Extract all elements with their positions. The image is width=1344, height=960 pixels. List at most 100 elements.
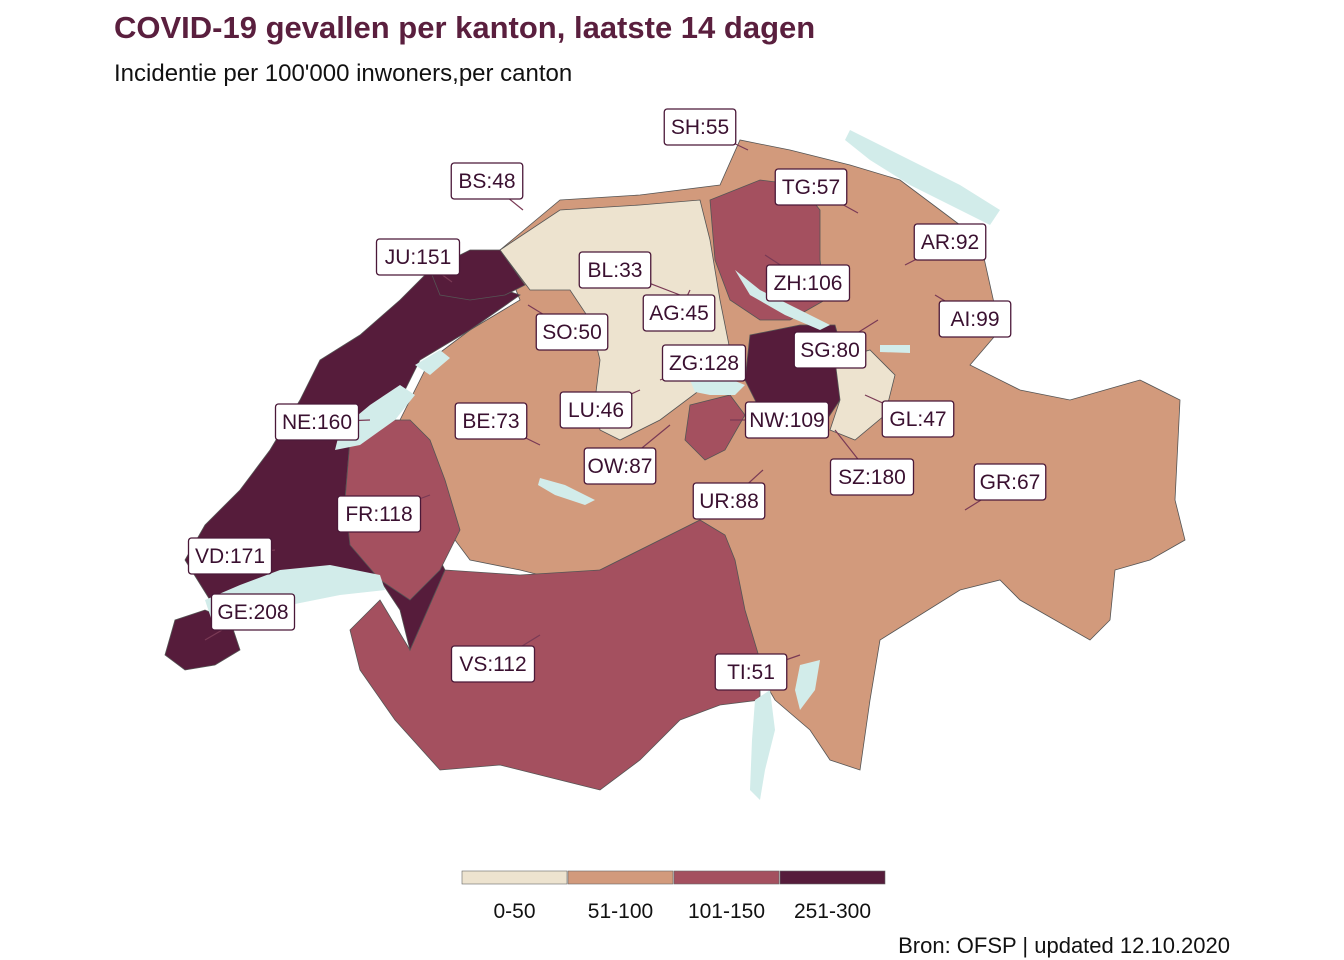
canton-labels: SH:55 BS:48 TG:57 JU:151 AR:92 BL:33 ZH:106 AG:… [187,108,1047,691]
canton-label-box [829,458,915,496]
canton-label-box [535,313,609,351]
lake-walen [880,345,910,353]
canton-label-box [774,168,848,206]
canton-label-text: VS:112 [459,653,526,676]
canton-label-text: BL:33 [588,259,643,282]
canton-label-sg: SG:80 [793,331,867,369]
canton-label-box [714,653,788,691]
map-title: COVID-19 gevallen per kanton, laatste 14… [114,10,816,45]
canton-label-box [913,223,987,261]
lake-zurich [735,270,830,330]
canton-label-text: AG:45 [649,302,709,325]
canton-label-text: SH:55 [671,116,729,139]
canton-label-ag: AG:45 [642,294,716,332]
canton-label-text: SZ:180 [838,466,906,489]
canton-label-box [450,162,524,200]
lake-lugano [795,660,820,710]
canton-label-ju: JU:151 [375,238,461,276]
canton-label-ti: TI:51 [714,653,788,691]
canton-label-gr: GR:67 [973,463,1047,501]
canton-label-text: LU:46 [568,399,624,422]
canton-label-vs: VS:112 [450,645,536,683]
canton-label-box [450,645,536,683]
canton-label-box [578,251,652,289]
canton-label-text: BE:73 [462,410,519,433]
canton-label-so: SO:50 [535,313,609,351]
canton-label-box [642,294,716,332]
canton-label-text: GR:67 [980,471,1041,494]
canton-label-box [663,108,737,146]
lake-thun-brienz [538,478,595,505]
canton-label-zg: ZG:128 [661,344,747,382]
canton-label-text: SG:80 [800,339,860,362]
canton-label-box [559,391,633,429]
canton-label-box [973,463,1047,501]
canton-label-box [744,401,830,439]
canton-label-text: ZG:128 [669,352,739,375]
canton-label-text: FR:118 [345,503,412,526]
canton-label-text: NW:109 [749,409,824,432]
canton-label-text: GE:208 [217,601,288,624]
legend-swatch [461,870,568,885]
canton-label-text: JU:151 [385,246,452,269]
canton-label-text: GL:47 [889,408,946,431]
canton-label-lu: LU:46 [559,391,633,429]
canton-label-bl: BL:33 [578,251,652,289]
legend-label: 51-100 [588,900,653,923]
canton-label-text: BS:48 [458,170,515,193]
canton-label-box [375,238,461,276]
canton-label-text: TG:57 [782,176,840,199]
source-note: Bron: OFSP | updated 12.10.2020 [898,933,1230,958]
canton-label-sh: SH:55 [663,108,737,146]
canton-label-nw: NW:109 [744,401,830,439]
canton-label-sz: SZ:180 [829,458,915,496]
canton-label-text: AI:99 [950,308,999,331]
canton-label-text: UR:88 [699,490,759,513]
lake-constance [845,130,1000,225]
canton-label-vd: VD:171 [187,537,273,575]
canton-label-text: SO:50 [542,321,602,344]
canton-label-box [583,447,657,485]
legend-swatch [673,870,780,885]
legend-swatch [779,870,886,885]
canton-label-tg: TG:57 [774,168,848,206]
canton-label-be: BE:73 [454,402,528,440]
canton-label-ne: NE:160 [274,403,360,441]
canton-label-text: AR:92 [921,231,979,254]
map-subtitle: Incidentie per 100'000 inwoners,per cant… [114,60,573,87]
canton-label-box [881,400,955,438]
lake-biel [415,350,450,375]
canton-label-box [765,264,851,302]
legend: 0-50 51-100 101-150 251-300 [461,870,886,923]
canton-label-box [938,300,1012,338]
canton-label-gl: GL:47 [881,400,955,438]
canton-label-ai: AI:99 [938,300,1012,338]
lake-maggiore [750,690,775,800]
legend-swatch [567,870,674,885]
canton-label-box [454,402,528,440]
canton-label-box [793,331,867,369]
canton-label-fr: FR:118 [336,495,422,533]
canton-label-text: NE:160 [282,411,352,434]
canton-label-box [661,344,747,382]
canton-regions [164,130,1186,800]
canton-label-text: ZH:106 [774,272,843,295]
canton-label-box [692,482,766,520]
canton-label-ur: UR:88 [692,482,766,520]
canton-label-bs: BS:48 [450,162,524,200]
canton-label-box [336,495,422,533]
canton-label-text: TI:51 [727,661,775,684]
canton-label-text: VD:171 [195,545,265,568]
canton-label-box [274,403,360,441]
legend-label: 251-300 [794,900,871,923]
canton-label-ar: AR:92 [913,223,987,261]
canton-label-ow: OW:87 [583,447,657,485]
legend-label: 0-50 [493,900,535,923]
legend-label: 101-150 [688,900,765,923]
canton-label-ge: GE:208 [210,593,296,631]
region-VS [349,519,761,791]
canton-label-zh: ZH:106 [765,264,851,302]
region-GL [829,349,896,441]
canton-label-text: OW:87 [588,455,653,478]
